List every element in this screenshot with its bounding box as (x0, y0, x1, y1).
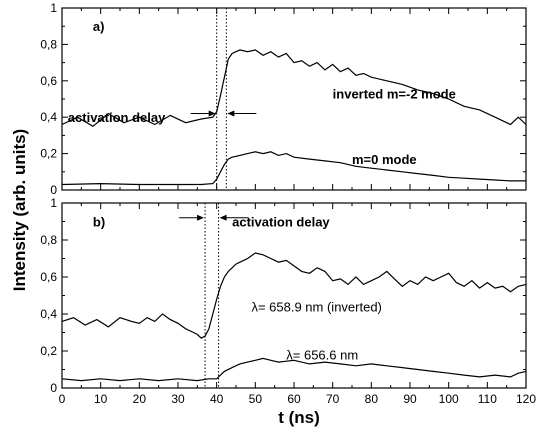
arrow-head (208, 110, 216, 117)
x-tick-label: 10 (94, 392, 108, 406)
x-tick-label: 70 (326, 392, 340, 406)
series-line-0 (61, 252, 527, 339)
annotation-text: λ= 658.9 nm (inverted) (251, 300, 381, 315)
panel-label: a) (93, 19, 105, 34)
x-tick-label: 80 (365, 392, 379, 406)
x-tick-label: 90 (403, 392, 417, 406)
plot-frame (61, 7, 527, 191)
x-tick-label: 40 (210, 392, 224, 406)
x-tick-label: 50 (249, 392, 263, 406)
y-tick-label: 0 (50, 183, 57, 197)
y-tick-label: 1 (50, 196, 57, 210)
y-tick-label: 0,4 (40, 110, 57, 124)
x-tick-label: 20 (133, 392, 147, 406)
y-axis-title: Intensity (arb. units) (10, 129, 29, 291)
y-tick-label: 1 (50, 1, 57, 15)
series-line-1 (61, 151, 526, 186)
arrow-head (197, 214, 205, 221)
annotation-text: m=0 mode (352, 152, 417, 167)
x-tick-label: 30 (171, 392, 185, 406)
arrow-head (219, 214, 227, 221)
y-tick-label: 0,2 (40, 344, 57, 358)
y-tick-label: 0,6 (40, 74, 57, 88)
arrow-head (227, 110, 235, 117)
series-line-1 (61, 357, 527, 382)
panel-label: b) (93, 215, 105, 230)
series-line-0 (61, 49, 527, 128)
annotation-text: activation delay (68, 110, 166, 125)
y-tick-label: 0,2 (40, 147, 57, 161)
annotation-text: activation delay (232, 215, 330, 230)
panel-b: 00,20,40,60,810 10 20 30 40 50 60 70 80 90 100 110 1… (40, 196, 536, 406)
y-tick-label: 0,6 (40, 270, 57, 284)
panel-a: 0 0,2 0,4 0,6 0,8 1 a) activation delay inverted… (40, 1, 527, 197)
y-tick-label: 0,4 (40, 307, 57, 321)
x-tick-label: 120 (516, 392, 536, 406)
annotation-text: λ= 656.6 nm (286, 348, 358, 363)
x-tick-label: 110 (478, 392, 497, 406)
x-axis-title: t (ns) (278, 408, 320, 427)
x-tick-label: 60 (287, 392, 301, 406)
y-tick-label: 0 (50, 381, 57, 395)
x-tick-label: 0 (59, 392, 66, 406)
y-tick-label: 0,8 (40, 37, 57, 51)
annotation-text: inverted m=-2 mode (333, 87, 456, 102)
x-tick-label: 100 (439, 392, 459, 406)
y-tick-label: 0,8 (40, 233, 57, 247)
